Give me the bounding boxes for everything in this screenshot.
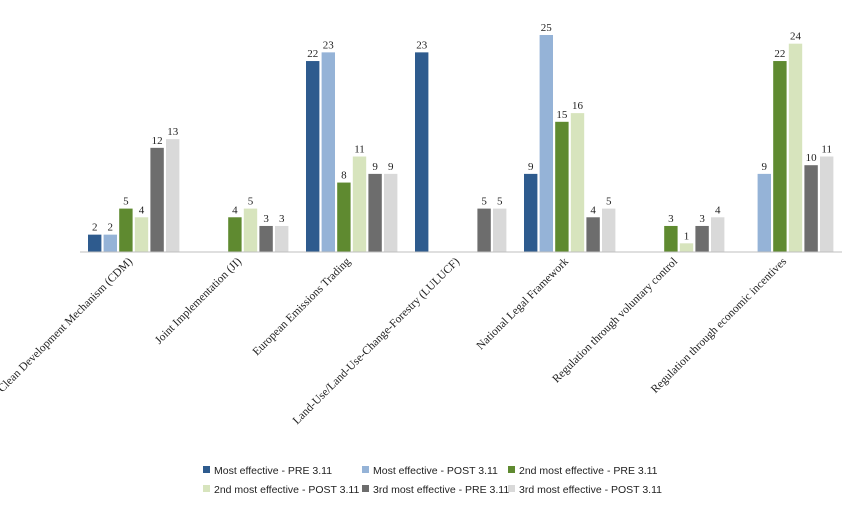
data-label: 4 xyxy=(715,204,721,216)
legend-label: 3rd most effective - PRE 3.11 xyxy=(373,484,509,496)
data-label: 15 xyxy=(556,109,568,121)
legend-swatch xyxy=(362,466,369,473)
data-label: 16 xyxy=(572,100,584,112)
bar-most-effective-post-3-11-3 xyxy=(321,52,335,252)
data-label: 5 xyxy=(497,196,503,208)
category-label: European Emissions Trading xyxy=(251,255,354,358)
bar-2nd-most-effective-pre-3-11-3 xyxy=(337,182,351,252)
bar-2nd-most-effective-pre-3-11-7 xyxy=(773,61,787,252)
bar-2nd-most-effective-post-3-11-5 xyxy=(570,113,585,253)
legend-swatch xyxy=(508,466,515,473)
data-label: 23 xyxy=(416,39,428,51)
bar-3rd-most-effective-post-3-11-7 xyxy=(820,156,834,252)
bar-3rd-most-effective-pre-3-11-5 xyxy=(586,217,600,252)
bar-3rd-most-effective-post-3-11-2 xyxy=(275,225,289,252)
bar-3rd-most-effective-post-3-11-5 xyxy=(602,208,616,252)
legend-swatch xyxy=(203,485,210,492)
category-labels-layer: Clean Development Mechanism (CDM) Joint I… xyxy=(0,255,789,427)
legend-label: 2nd most effective - POST 3.11 xyxy=(214,484,359,496)
legend-label: 2nd most effective - PRE 3.11 xyxy=(519,465,658,477)
category-label: Land-Use/Land-Use-Change-Forestry (LULUC… xyxy=(291,256,462,427)
bar-3rd-most-effective-pre-3-11-6 xyxy=(695,225,709,252)
data-label: 9 xyxy=(388,161,394,173)
bar-3rd-most-effective-pre-3-11-7 xyxy=(804,165,818,252)
data-label: 5 xyxy=(481,196,487,208)
bar-most-effective-pre-3-11-1 xyxy=(88,234,102,252)
bar-most-effective-post-3-11-1 xyxy=(103,234,117,252)
bar-most-effective-pre-3-11-4 xyxy=(415,52,429,252)
bar-2nd-most-effective-post-3-11-1 xyxy=(134,217,149,252)
data-label: 5 xyxy=(606,196,612,208)
data-label: 9 xyxy=(762,161,768,173)
data-label: 11 xyxy=(821,144,832,156)
legend: Most effective - PRE 3.11 Most effective … xyxy=(203,465,662,496)
legend-swatch xyxy=(203,466,210,473)
data-label: 22 xyxy=(774,48,785,60)
bar-2nd-most-effective-pre-3-11-5 xyxy=(555,121,569,252)
data-label: 11 xyxy=(354,144,365,156)
data-label: 5 xyxy=(123,196,129,208)
category-label: National Legal Framework xyxy=(475,255,572,352)
data-label: 23 xyxy=(323,39,335,51)
bar-3rd-most-effective-post-3-11-4 xyxy=(493,208,507,252)
data-label: 9 xyxy=(372,161,378,173)
category-label: Regulation through voluntary control xyxy=(550,256,680,386)
category-label: Joint Implementation (JI) xyxy=(153,256,244,347)
data-label: 3 xyxy=(263,213,269,225)
bar-3rd-most-effective-post-3-11-1 xyxy=(166,139,180,252)
legend-swatch xyxy=(362,485,369,492)
bar-3rd-most-effective-pre-3-11-1 xyxy=(150,147,164,252)
legend-label: Most effective - PRE 3.11 xyxy=(214,465,332,477)
legend-swatch xyxy=(508,485,515,492)
legend-label: Most effective - POST 3.11 xyxy=(373,465,498,477)
data-label: 13 xyxy=(167,126,179,138)
bar-2nd-most-effective-post-3-11-3 xyxy=(352,156,367,252)
bar-2nd-most-effective-post-3-11-7 xyxy=(788,43,803,253)
data-label: 22 xyxy=(307,48,318,60)
data-label: 24 xyxy=(790,31,802,43)
data-label: 3 xyxy=(699,213,705,225)
legend-label: 3rd most effective - POST 3.11 xyxy=(519,484,662,496)
data-label: 3 xyxy=(668,213,674,225)
category-label: Regulation through economic incentives xyxy=(649,255,790,396)
data-label: 4 xyxy=(590,204,596,216)
bar-most-effective-pre-3-11-5 xyxy=(524,173,538,252)
data-label: 5 xyxy=(248,196,254,208)
bar-most-effective-post-3-11-7 xyxy=(757,173,771,252)
data-label: 12 xyxy=(152,135,163,147)
data-label: 3 xyxy=(279,213,285,225)
data-label: 2 xyxy=(108,222,114,234)
data-label: 9 xyxy=(528,161,534,173)
category-label: Clean Development Mechanism (CDM) xyxy=(0,256,135,395)
data-label: 2 xyxy=(92,222,98,234)
bar-2nd-most-effective-pre-3-11-6 xyxy=(664,225,678,252)
bar-2nd-most-effective-pre-3-11-1 xyxy=(119,208,133,252)
data-label: 4 xyxy=(232,204,238,216)
data-label: 1 xyxy=(684,230,690,242)
data-label: 8 xyxy=(341,170,347,182)
data-label: 25 xyxy=(541,22,553,34)
bar-3rd-most-effective-pre-3-11-4 xyxy=(477,208,491,252)
bar-3rd-most-effective-pre-3-11-2 xyxy=(259,225,273,252)
data-label: 10 xyxy=(806,152,818,164)
bar-3rd-most-effective-post-3-11-3 xyxy=(384,173,398,252)
bar-3rd-most-effective-post-3-11-6 xyxy=(711,217,725,252)
data-label: 4 xyxy=(139,204,145,216)
bar-most-effective-post-3-11-5 xyxy=(539,35,553,252)
bar-2nd-most-effective-post-3-11-2 xyxy=(243,208,258,252)
bar-most-effective-pre-3-11-3 xyxy=(306,61,320,252)
bar-2nd-most-effective-pre-3-11-2 xyxy=(228,217,242,252)
bar-3rd-most-effective-pre-3-11-3 xyxy=(368,173,382,252)
bar-2nd-most-effective-post-3-11-6 xyxy=(679,243,694,252)
bars-layer xyxy=(88,35,834,253)
